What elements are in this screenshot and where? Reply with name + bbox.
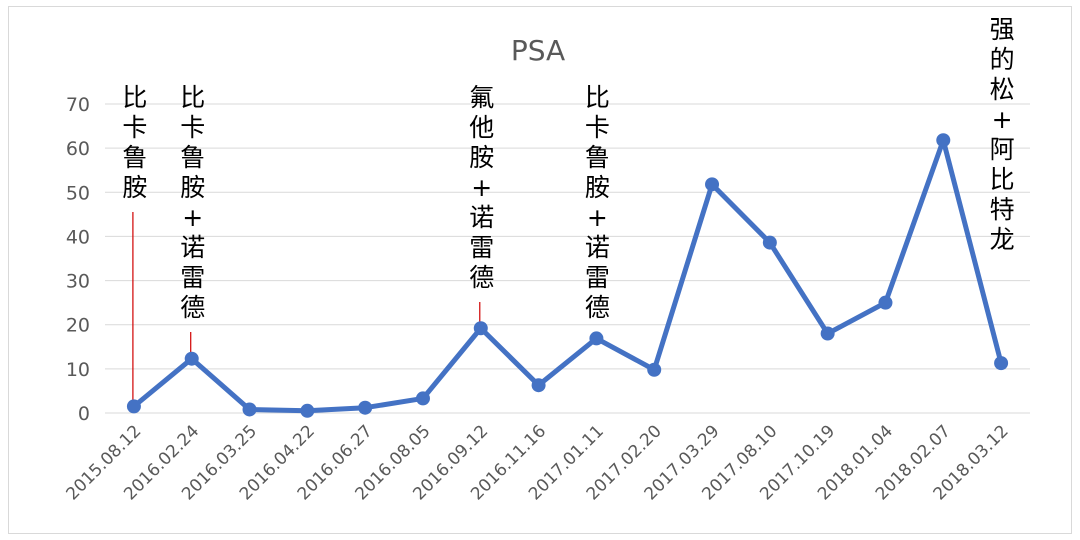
annotation-char: 比: [990, 165, 1015, 194]
data-point: [994, 356, 1009, 371]
gridlines: [105, 103, 1030, 414]
annotation-char: 比: [180, 83, 205, 112]
annotation-char: 比: [585, 83, 610, 112]
annotation-char: 卡: [180, 113, 205, 142]
y-tick-label: 40: [66, 226, 90, 248]
annotation-char: 阿: [990, 135, 1015, 164]
annotation-char: 雷: [180, 263, 205, 292]
annotation-label: 氟他胺+诺雷德: [469, 83, 494, 292]
annotation-char: 松: [990, 75, 1015, 104]
data-point: [473, 321, 488, 336]
data-point: [300, 403, 315, 418]
chart-title: PSA: [511, 34, 565, 67]
annotation-char: 龙: [990, 225, 1015, 254]
annotation-char: 德: [180, 293, 205, 322]
annotation-char: 比: [122, 83, 147, 112]
annotation-char: 强: [990, 15, 1015, 44]
data-point: [762, 235, 777, 250]
annotation-char: 他: [469, 113, 494, 142]
data-point: [705, 177, 720, 192]
data-point: [647, 362, 662, 377]
annotation-char: 鲁: [122, 143, 147, 172]
y-tick-label: 10: [66, 359, 90, 381]
annotation-char: 的: [990, 45, 1015, 74]
annotation-char: +: [992, 105, 1013, 134]
y-tick-label: 0: [78, 403, 90, 425]
annotation-char: +: [471, 173, 492, 202]
y-tick-label: 30: [66, 271, 90, 293]
annotation-char: 氟: [469, 83, 494, 112]
annotation-char: 胺: [122, 173, 147, 202]
data-point: [415, 391, 430, 406]
annotation-char: +: [182, 203, 203, 232]
annotation-char: 特: [990, 195, 1015, 224]
data-point: [936, 133, 951, 148]
annotation-char: +: [587, 203, 608, 232]
data-point: [531, 378, 546, 393]
data-point: [242, 402, 257, 417]
annotation-char: 鲁: [180, 143, 205, 172]
y-tick-label: 20: [66, 315, 90, 337]
data-point: [878, 295, 893, 310]
x-axis-ticks: 2015.08.122016.02.242016.03.252016.04.22…: [62, 421, 1012, 504]
data-point: [589, 331, 604, 346]
annotation-char: 诺: [585, 233, 610, 262]
series-line: [131, 137, 1004, 414]
annotation-char: 诺: [469, 203, 494, 232]
data-point: [820, 326, 835, 341]
y-tick-label: 70: [66, 94, 90, 116]
data-point: [126, 399, 141, 414]
y-tick-label: 50: [66, 182, 90, 204]
annotation-char: 胺: [180, 173, 205, 202]
data-point: [358, 400, 373, 415]
series-psa: [126, 133, 1009, 418]
annotation-char: 鲁: [585, 143, 610, 172]
annotation-char: 德: [585, 293, 610, 322]
annotation-char: 胺: [585, 173, 610, 202]
annotation-char: 雷: [585, 263, 610, 292]
annotation-char: 卡: [585, 113, 610, 142]
annotation-char: 德: [469, 263, 494, 292]
data-point: [184, 351, 199, 366]
annotation-char: 卡: [122, 113, 147, 142]
y-tick-label: 60: [66, 138, 90, 160]
annotation-char: 胺: [469, 143, 494, 172]
y-axis-ticks: 0 10 20 30 40 50 60 70: [66, 94, 90, 425]
annotation-char: 雷: [469, 233, 494, 262]
annotation-char: 诺: [180, 233, 205, 262]
